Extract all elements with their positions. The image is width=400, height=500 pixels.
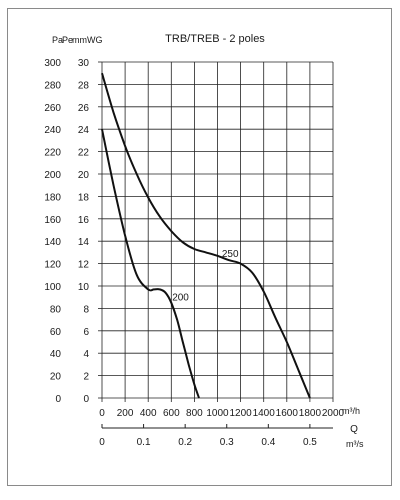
x-tick-label-m3h: 400 (140, 408, 157, 419)
y-tick-label-mmwg: 24 (78, 125, 90, 136)
y-unit-mmwg: mmWG (72, 35, 103, 45)
series-label-250: 250 (222, 249, 239, 260)
y-tick-label-pa: 20 (50, 372, 62, 383)
x-tick-label-m3h: 1800 (299, 408, 322, 419)
y-tick-label-pa: 80 (50, 304, 62, 315)
x-tick-label-m3h: 1600 (276, 408, 299, 419)
series-line-250 (101, 72, 311, 399)
y-tick-label-pa: 100 (44, 282, 61, 293)
y-tick-label-mmwg: 12 (78, 260, 90, 271)
x-tick-label-m3h: 2000 (322, 408, 345, 419)
y-unit-pa: Pa (52, 35, 63, 45)
y-tick-label-mmwg: 16 (78, 215, 90, 226)
y-tick-label-pa: 40 (50, 349, 62, 360)
series-label-200: 200 (172, 293, 189, 304)
chart-title: TRB/TREB - 2 poles (165, 33, 265, 45)
x-tick-label-m3s: 0.1 (137, 437, 151, 448)
y-tick-label-pa: 280 (44, 80, 61, 91)
x-tick-label-m3h: 0 (99, 408, 105, 419)
y-tick-label-mmwg: 6 (83, 327, 89, 338)
y-tick-label-pa: 120 (44, 260, 61, 271)
x-tick-label-m3h: 1200 (229, 408, 252, 419)
x-unit-m3h: m³/h (342, 406, 360, 416)
y-tick-label-mmwg: 28 (78, 80, 90, 91)
y-tick-label-pa: 300 (44, 58, 61, 69)
y-tick-label-mmwg: 26 (78, 103, 90, 114)
y-tick-label-mmwg: 22 (78, 148, 90, 159)
x-unit-m3s: m³/s (346, 439, 364, 449)
y-tick-label-pa: 180 (44, 192, 61, 203)
y-tick-label-pa: 260 (44, 103, 61, 114)
y-tick-label-pa: 140 (44, 237, 61, 248)
grid-lines (98, 61, 334, 429)
x-tick-label-m3h: 800 (186, 408, 203, 419)
x-tick-label-m3h: 1400 (253, 408, 276, 419)
x-tick-label-m3s: 0.3 (220, 437, 234, 448)
y-tick-label-pa: 0 (55, 394, 61, 405)
y-tick-label-mmwg: 20 (78, 170, 90, 181)
y-tick-label-mmwg: 0 (83, 394, 89, 405)
y-tick-label-mmwg: 18 (78, 192, 90, 203)
x-tick-label-m3h: 600 (163, 408, 180, 419)
y-tick-label-pa: 200 (44, 170, 61, 181)
x-tick-label-m3s: 0.2 (178, 437, 192, 448)
x-tick-label-m3h: 1000 (206, 408, 229, 419)
chart-frame (7, 8, 392, 486)
series-line-200 (101, 128, 200, 399)
y-tick-label-mmwg: 10 (78, 282, 90, 293)
curves: 200 250 (101, 72, 311, 399)
y-tick-label-pa: 240 (44, 125, 61, 136)
y-tick-label-pa: 160 (44, 215, 61, 226)
y-unit-pe: Pe (62, 35, 73, 45)
q-axis-label: Q (350, 424, 358, 435)
y-tick-label-mmwg: 4 (83, 349, 89, 360)
x-tick-label-m3s: 0.4 (261, 437, 275, 448)
y-tick-label-pa: 220 (44, 148, 61, 159)
y-tick-label-mmwg: 30 (78, 58, 90, 69)
y-tick-label-pa: 60 (50, 327, 62, 338)
x-tick-label-m3s: 0 (99, 437, 105, 448)
y-tick-label-mmwg: 8 (83, 304, 89, 315)
y-tick-label-mmwg: 2 (83, 372, 89, 383)
x-tick-label-m3s: 0.5 (303, 437, 317, 448)
y-tick-label-mmwg: 14 (78, 237, 90, 248)
x-tick-label-m3h: 200 (117, 408, 134, 419)
